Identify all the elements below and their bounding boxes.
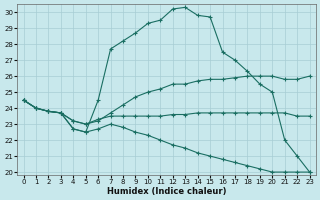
X-axis label: Humidex (Indice chaleur): Humidex (Indice chaleur) (107, 187, 226, 196)
